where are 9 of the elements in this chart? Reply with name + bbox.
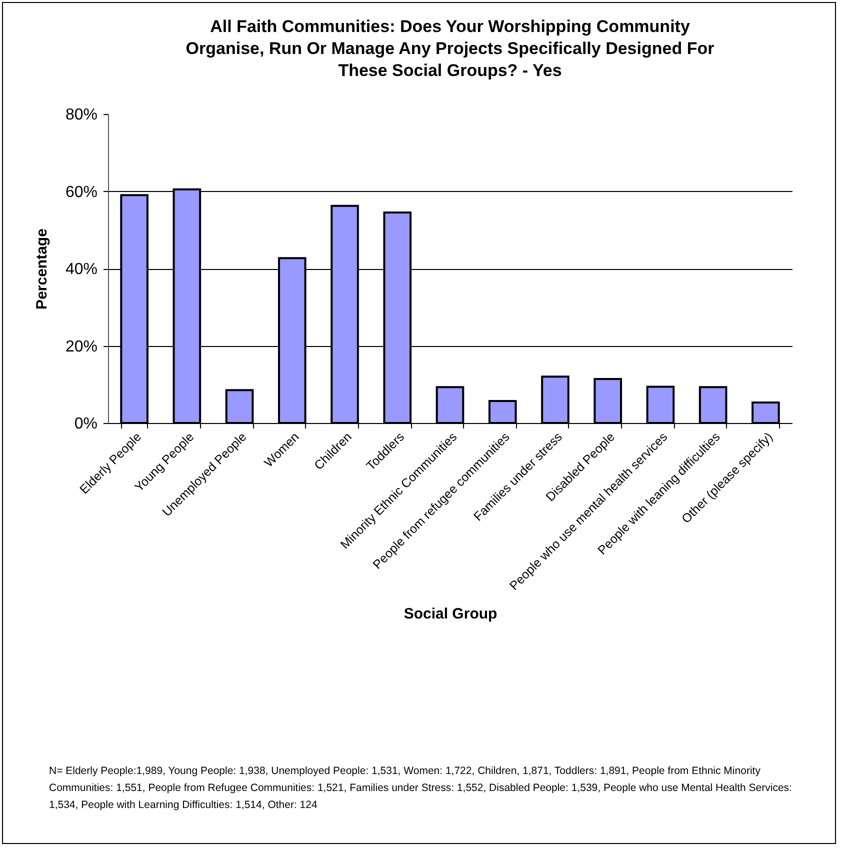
y-axis-title: Percentage <box>33 228 50 310</box>
y-tick-label: 0% <box>74 416 98 432</box>
y-tick-label: 20% <box>65 338 98 356</box>
x-axis-title: Social Group <box>404 606 498 623</box>
y-tick-label: 80% <box>65 106 98 124</box>
text: N= Elderly People:1,989, Young People: 1,938, Unemployed People: 1,531, Women: 1,722, Children, 1,871, Toddlers: 1,891, People from Ethnic Minority Communities: 1,551, People from Refugee Communities: 1,521, Families under Stress: 1,552, Disabled People: 1,539, People who use Mental Health Services: 1,534, People with Learning Difficulties: 1,514, Other: 124 <box>49 764 793 813</box>
y-tick-label: 40% <box>65 261 98 278</box>
chart-title: All Faith Communities: Does Your Worshipping Community Organise, Run Or Manage Any Projects Specifically Designed For These Social Groups? - Yes <box>186 17 715 80</box>
y-tick-label: 60% <box>65 184 98 201</box>
